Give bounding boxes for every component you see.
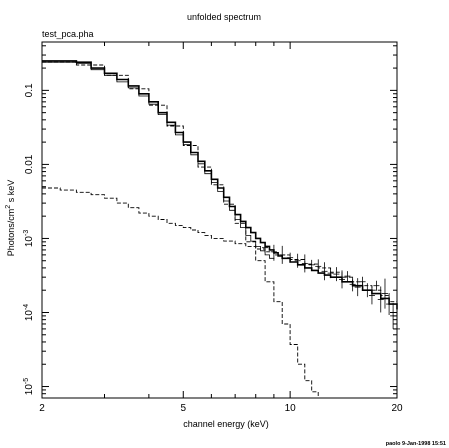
file-name: test_pca.pha (42, 29, 94, 39)
y-tick-label: 10-3 (23, 230, 35, 247)
series-line-4 (42, 61, 319, 398)
y-axis-label-base: Photons/cm (6, 209, 16, 257)
y-axis-label-sup: 2 (5, 205, 12, 209)
series-line-3 (42, 187, 398, 307)
y-axis-label: Photons/cm2 s keV (5, 180, 16, 256)
y-tick-label: 10-5 (23, 378, 35, 395)
chart-title: unfolded spectrum (187, 12, 261, 22)
y-tick-label: 0.01 (24, 154, 35, 174)
x-tick-label: 5 (180, 403, 186, 414)
x-tick-label: 10 (285, 403, 297, 414)
x-tick-label: 2 (39, 403, 45, 414)
y-tick-label: 0.1 (24, 83, 35, 97)
y-axis: 0.1 0.01 10-3 10-4 10-5 (23, 45, 397, 399)
x-axis-label: channel energy (keV) (183, 419, 269, 429)
x-axis: 2 5 10 20 (39, 42, 403, 414)
footer-timestamp: paolo 9-Jan-1998 15:51 (386, 441, 446, 447)
series-layer (42, 60, 400, 398)
y-tick-label: 10-4 (23, 304, 35, 321)
series-line-2 (42, 61, 275, 261)
y-axis-label-tail: s keV (6, 180, 16, 205)
plot-frame (41, 41, 398, 399)
x-tick-label: 20 (391, 403, 403, 414)
